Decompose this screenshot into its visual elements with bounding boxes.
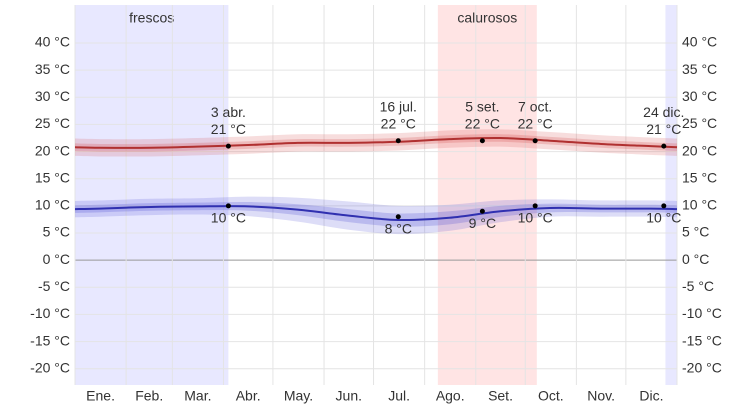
- annotation-dot: [479, 208, 485, 214]
- y2-tick-label: 0 °C: [682, 251, 709, 267]
- y2-tick-label: 15 °C: [682, 169, 717, 185]
- x-tick-label: Ene.: [86, 388, 115, 404]
- x-tick-label: Oct.: [538, 388, 564, 404]
- x-tick-label: Set.: [488, 388, 513, 404]
- x-tick-label: May.: [284, 388, 313, 404]
- y2-tick-label: -10 °C: [682, 305, 722, 321]
- annotation-dot: [225, 143, 231, 149]
- x-tick-label: Abr.: [236, 388, 261, 404]
- annotation-date: 24 dic.: [643, 104, 684, 120]
- y-tick-label: -5 °C: [38, 278, 70, 294]
- annotation-dot: [532, 203, 538, 209]
- region-label: calurosos: [457, 10, 517, 26]
- annotation-dot: [225, 203, 231, 209]
- y-tick-label: 20 °C: [35, 142, 70, 158]
- y2-tick-label: 20 °C: [682, 142, 717, 158]
- annotation-label: 22 °C: [465, 115, 500, 131]
- y2-tick-label: -20 °C: [682, 359, 722, 375]
- y2-tick-label: 30 °C: [682, 88, 717, 104]
- y-tick-label: -15 °C: [30, 332, 70, 348]
- y2-tick-label: -15 °C: [682, 332, 722, 348]
- x-tick-label: Feb.: [135, 388, 163, 404]
- series-line: [74, 136, 678, 149]
- x-tick-label: Jun.: [336, 388, 362, 404]
- annotation-label: 9 °C: [469, 215, 496, 231]
- y2-tick-label: 25 °C: [682, 115, 717, 131]
- region: [75, 5, 229, 385]
- band-inner: [75, 201, 677, 227]
- y2-tick-label: 10 °C: [682, 197, 717, 213]
- x-tick-label: Ago.: [436, 388, 465, 404]
- annotation-dot: [532, 138, 538, 144]
- y-tick-label: 30 °C: [35, 88, 70, 104]
- x-tick-label: Jul.: [388, 388, 410, 404]
- y-tick-label: 25 °C: [35, 115, 70, 131]
- annotation-date: 3 abr.: [211, 104, 246, 120]
- y2-tick-label: 5 °C: [682, 224, 709, 240]
- y-tick-label: 10 °C: [35, 197, 70, 213]
- annotation-date: 7 oct.: [518, 98, 552, 114]
- y2-tick-label: -5 °C: [682, 278, 714, 294]
- region: [665, 5, 677, 385]
- y2-tick-label: 40 °C: [682, 34, 717, 50]
- annotation-dot: [661, 203, 667, 209]
- region: [437, 5, 537, 385]
- series-line: [74, 205, 678, 222]
- y-tick-label: 5 °C: [43, 224, 70, 240]
- annotation-dot: [395, 214, 401, 220]
- y-tick-label: 0 °C: [43, 251, 70, 267]
- annotation-label: 8 °C: [385, 220, 412, 236]
- y2-tick-label: 35 °C: [682, 61, 717, 77]
- annotation-label: 21 °C: [646, 121, 681, 137]
- annotation-date: 5 set.: [465, 98, 499, 114]
- y-tick-label: -20 °C: [30, 359, 70, 375]
- annotation-label: 22 °C: [381, 115, 416, 131]
- y-tick-label: 40 °C: [35, 34, 70, 50]
- x-tick-label: Nov.: [587, 388, 615, 404]
- x-tick-label: Dic.: [639, 388, 663, 404]
- y-tick-label: 15 °C: [35, 169, 70, 185]
- annotation-dot: [661, 143, 667, 149]
- annotation-label: 10 °C: [646, 210, 681, 226]
- annotation-dot: [479, 138, 485, 144]
- annotation-date: 16 jul.: [380, 98, 417, 114]
- annotation-label: 10 °C: [211, 210, 246, 226]
- y-tick-label: 35 °C: [35, 61, 70, 77]
- annotation-dot: [395, 138, 401, 144]
- annotation-label: 21 °C: [211, 121, 246, 137]
- annotation-label: 22 °C: [518, 115, 553, 131]
- region-label: frescos: [129, 10, 174, 26]
- annotation-label: 10 °C: [518, 210, 553, 226]
- y-tick-label: -10 °C: [30, 305, 70, 321]
- x-tick-label: Mar.: [184, 388, 211, 404]
